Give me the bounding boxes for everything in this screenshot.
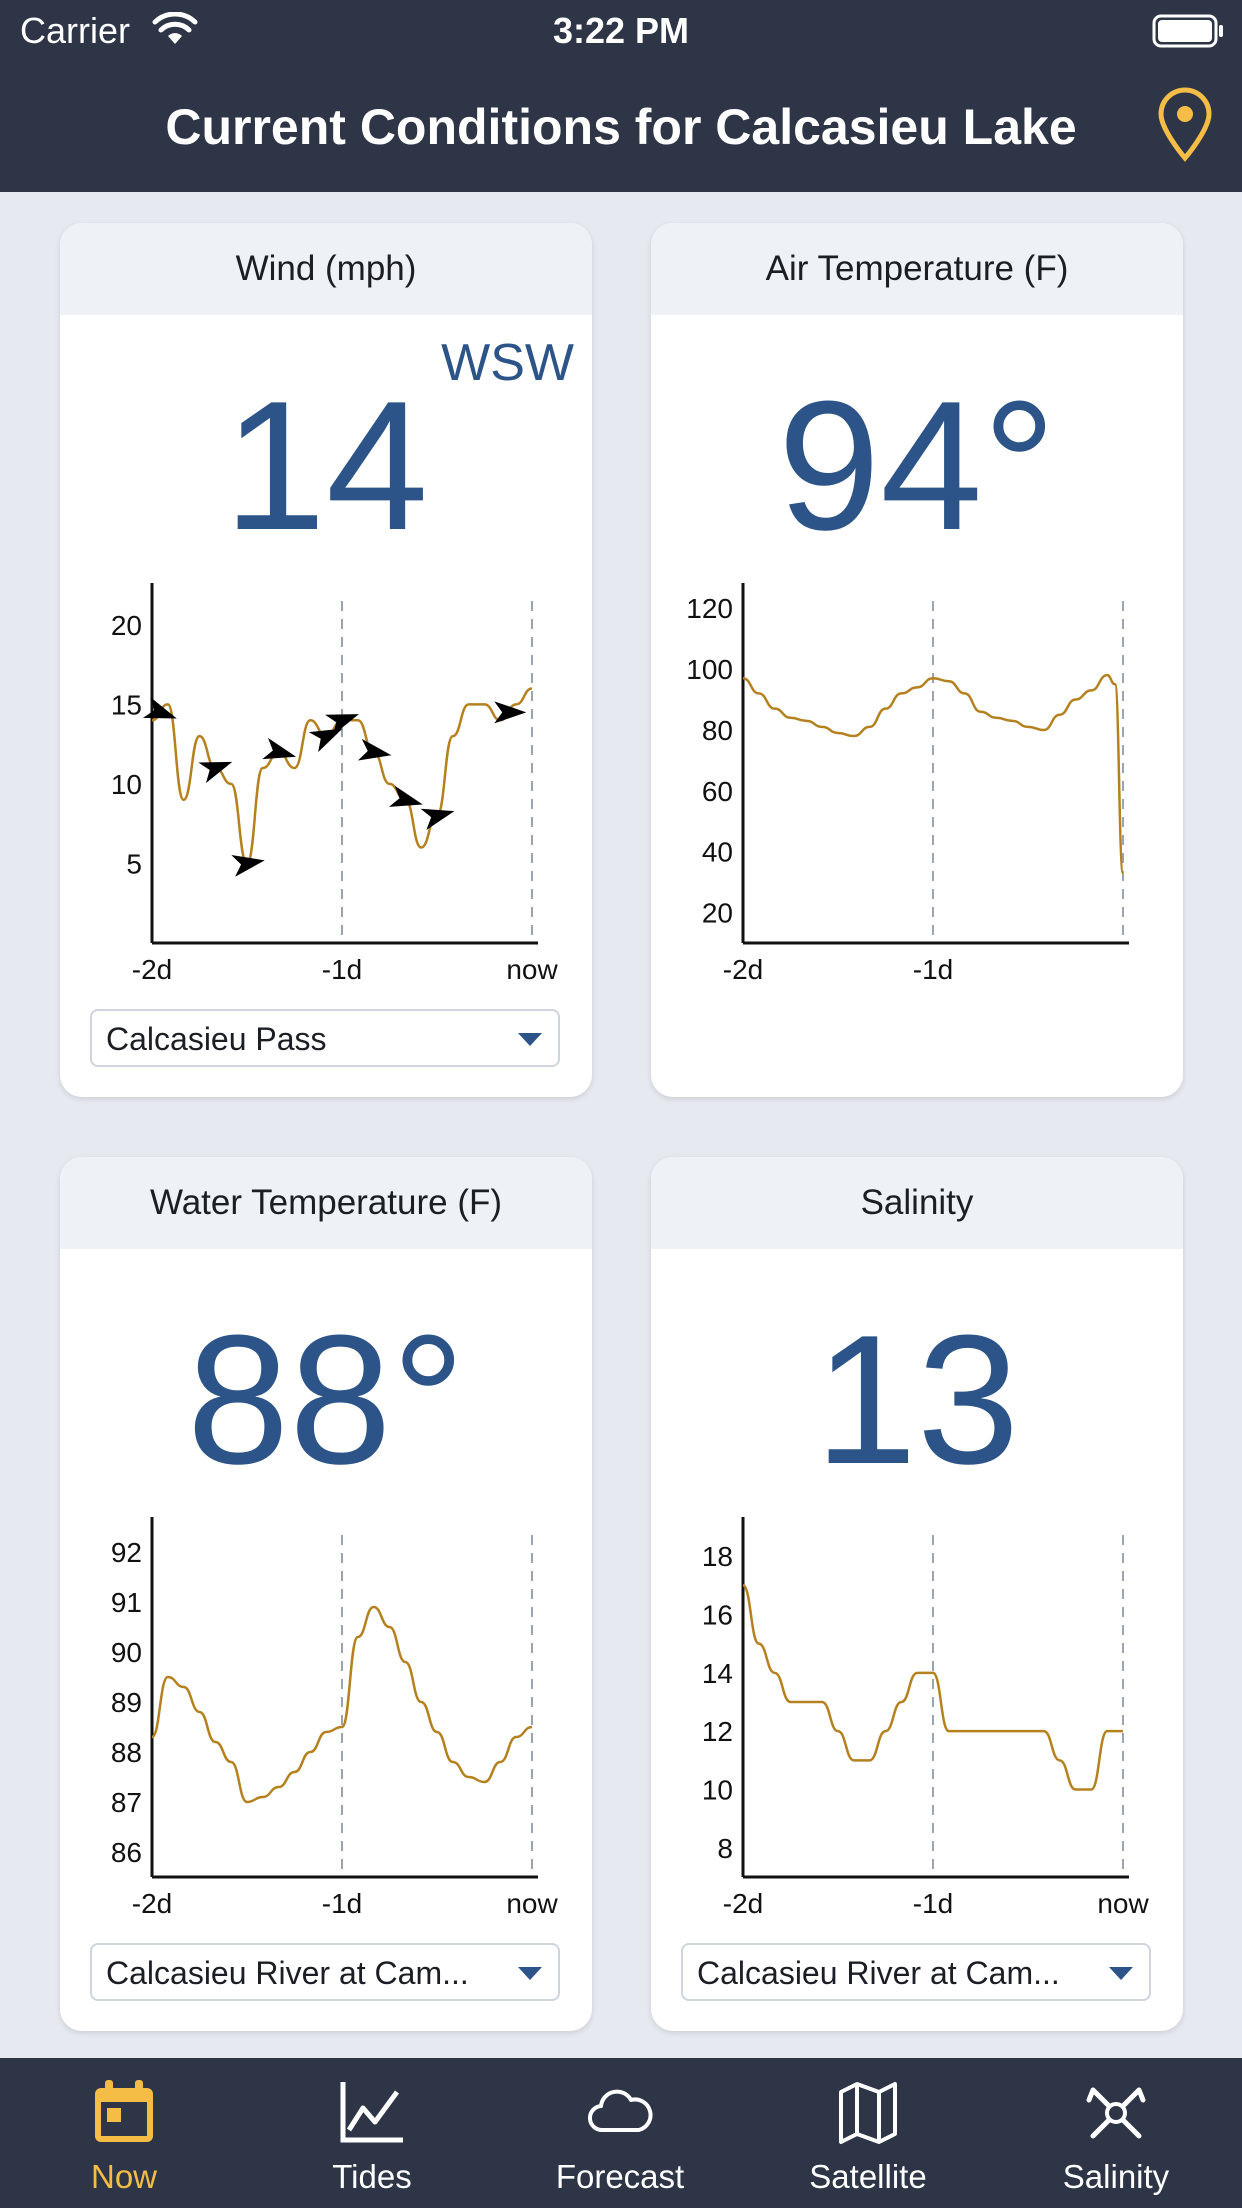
water-x-tick-label: -1d [322, 1888, 362, 1919]
air-y-tick-label: 80 [702, 715, 733, 746]
water-temperature-value: 88° [186, 1296, 466, 1502]
air-temperature-chart: 120 100 80 60 40 20 -2d -1d [686, 583, 1129, 985]
salinity-y-tick-label: 8 [717, 1833, 733, 1864]
tab-forecast-label: Forecast [555, 2158, 685, 2195]
tab-forecast[interactable]: Forecast [496, 2058, 744, 2208]
cloud-icon [588, 2089, 653, 2133]
water-y-tick-label: 86 [111, 1837, 142, 1868]
wind-direction-arrow [388, 785, 423, 807]
wind-station-value: Calcasieu Pass [106, 1021, 327, 1057]
salinity-x-tick-label: now [1097, 1888, 1149, 1919]
wind-y-tick-label: 5 [126, 848, 142, 879]
water-y-tick-label: 92 [111, 1537, 142, 1568]
water-temperature-card: Water Temperature (F) 88° 92 91 90 89 88 87 86… [60, 1157, 592, 2031]
chevron-down-icon [518, 1967, 542, 1980]
page-title: Current Conditions for Calcasieu Lake [165, 99, 1077, 155]
water-x-tick-label: now [506, 1888, 558, 1919]
salinity-x-tick-label: -1d [913, 1888, 953, 1919]
water-y-tick-label: 90 [111, 1637, 142, 1668]
salinity-card: Salinity 13 18 16 14 12 10 8 -2d -1d now Calcasi… [651, 1157, 1183, 2031]
wind-direction-arrow [420, 808, 455, 830]
air-x-tick-label: -1d [913, 954, 953, 985]
wind-direction-arrow [308, 728, 343, 753]
tab-salinity[interactable]: Salinity [992, 2058, 1240, 2208]
water-y-tick-label: 91 [111, 1587, 142, 1618]
salinity-y-tick-label: 10 [702, 1775, 733, 1806]
wind-chart: 20 15 10 5 -2d -1d now [111, 583, 558, 985]
tab-now[interactable]: Now [0, 2058, 248, 2208]
battery-icon [1152, 14, 1223, 48]
air-series-line [742, 673, 1125, 875]
air-y-tick-label: 100 [686, 654, 733, 685]
tab-now-label: Now [90, 2158, 158, 2195]
salinity-station-value: Calcasieu River at Cam... [697, 1955, 1060, 1991]
wind-card-title: Wind (mph) [60, 223, 592, 315]
wind-x-tick-label: -1d [322, 954, 362, 985]
water-station-value: Calcasieu River at Cam... [106, 1955, 469, 1991]
tab-bar: Now Tides Forecast Satellite Salinity [0, 2058, 1242, 2208]
wind-y-tick-label: 10 [111, 769, 142, 800]
nav-bar: Current Conditions for Calcasieu Lake [0, 62, 1242, 192]
wind-y-tick-label: 15 [111, 689, 142, 720]
salinity-y-tick-label: 16 [702, 1600, 733, 1631]
wind-direction: WSW [441, 334, 574, 392]
salinity-station-select[interactable]: Calcasieu River at Cam... [681, 1943, 1151, 2001]
wind-station-select[interactable]: Calcasieu Pass [90, 1009, 560, 1067]
water-station-select[interactable]: Calcasieu River at Cam... [90, 1943, 560, 2001]
wind-x-tick-label: -2d [132, 954, 172, 985]
tab-salinity-label: Salinity [1062, 2158, 1170, 2195]
air-temperature-card: Air Temperature (F) 94° 120 100 80 60 40 20 -2… [651, 223, 1183, 1097]
calendar-icon [95, 2080, 153, 2142]
water-temperature-title: Water Temperature (F) [60, 1157, 592, 1249]
wind-direction-arrow [142, 697, 177, 719]
water-temperature-chart: 92 91 90 89 88 87 86 -2d -1d now [111, 1517, 558, 1919]
carrier-label: Carrier [20, 10, 131, 51]
line-chart-icon [340, 2082, 403, 2143]
tab-tides-label: Tides [332, 2158, 412, 2195]
water-y-tick-label: 89 [111, 1687, 142, 1718]
salinity-chart: 18 16 14 12 10 8 -2d -1d now [702, 1517, 1149, 1919]
wind-direction-arrow [231, 855, 265, 877]
air-y-tick-label: 20 [702, 898, 733, 929]
water-y-tick-label: 88 [111, 1737, 142, 1768]
salinity-series-line [741, 1584, 1123, 1791]
tab-satellite[interactable]: Satellite [744, 2058, 992, 2208]
wind-direction-arrow [198, 761, 233, 784]
air-temperature-value: 94° [777, 362, 1057, 568]
air-x-tick-label: -2d [723, 954, 763, 985]
salinity-y-tick-label: 14 [702, 1658, 733, 1689]
map-icon [839, 2082, 897, 2144]
location-pin-icon[interactable] [1157, 86, 1213, 162]
water-series-line [150, 1605, 533, 1804]
salinity-x-tick-label: -2d [723, 1888, 763, 1919]
air-y-tick-label: 60 [702, 776, 733, 807]
wind-direction-arrow [262, 737, 297, 760]
salinity-y-tick-label: 18 [702, 1541, 733, 1572]
tab-satellite-label: Satellite [809, 2158, 927, 2195]
wind-x-tick-label: now [506, 954, 558, 985]
wifi-icon [152, 12, 198, 44]
chevron-down-icon [1109, 1967, 1133, 1980]
chevron-down-icon [518, 1033, 542, 1046]
air-y-tick-label: 40 [702, 837, 733, 868]
air-y-tick-label: 120 [686, 593, 733, 624]
wind-direction-arrow [357, 738, 392, 761]
salinity-title: Salinity [651, 1157, 1183, 1249]
wind-y-tick-label: 20 [111, 610, 142, 641]
clock: 3:22 PM [552, 10, 690, 51]
wind-direction-arrow [494, 701, 527, 724]
wind-direction-arrow [325, 714, 359, 736]
tab-tides[interactable]: Tides [248, 2058, 496, 2208]
water-x-tick-label: -2d [132, 1888, 172, 1919]
molecule-icon [1086, 2087, 1146, 2139]
water-y-tick-label: 87 [111, 1787, 142, 1818]
air-temperature-title: Air Temperature (F) [651, 223, 1183, 315]
wind-speed-value: 14 [223, 362, 429, 568]
status-bar: Carrier 3:22 PM [0, 0, 1242, 62]
wind-card: Wind (mph) WSW 14 20 15 10 5 -2d -1d now Calca… [60, 223, 592, 1097]
salinity-y-tick-label: 12 [702, 1716, 733, 1747]
salinity-value: 13 [814, 1296, 1020, 1502]
